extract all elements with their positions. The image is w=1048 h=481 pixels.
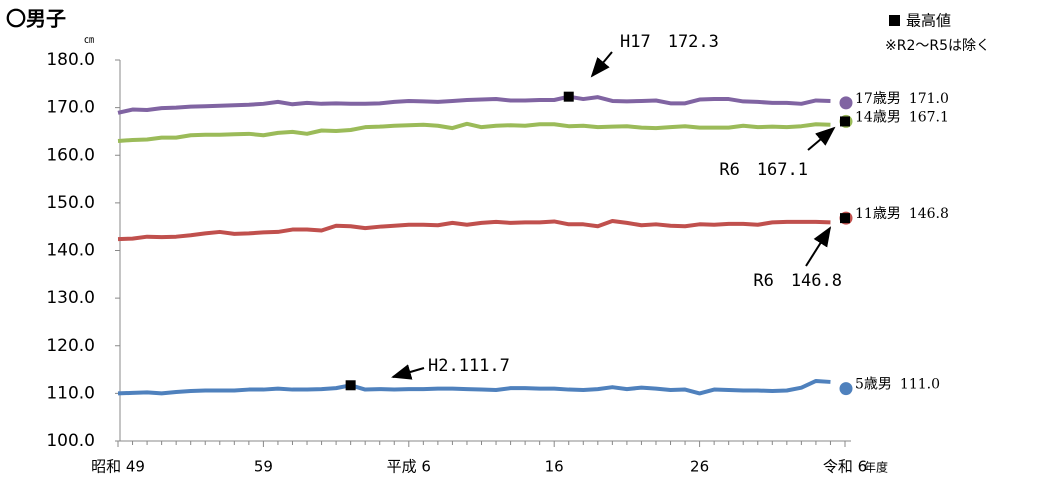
latest-value: 171.0 <box>909 91 949 107</box>
max-marker <box>563 91 574 102</box>
series-name: 14歳男 <box>855 109 901 125</box>
latest-dot <box>839 382 853 396</box>
max-arrow <box>807 126 836 151</box>
chart-title: 〇男子 <box>6 7 66 31</box>
legend-marker <box>889 15 900 26</box>
y-tick-label: 170.0 <box>46 98 95 118</box>
series-name: 11歳男 <box>855 206 901 222</box>
y-tick-label: 150.0 <box>46 193 95 213</box>
max-label: R6 146.8 <box>753 271 842 291</box>
max-marker <box>345 380 356 391</box>
latest-value: 111.0 <box>900 377 940 393</box>
latest-label: 17歳男 171.0 <box>855 91 949 107</box>
y-unit: ㎝ <box>84 35 94 46</box>
y-tick-label: 110.0 <box>46 383 95 403</box>
max-arrow <box>590 51 613 78</box>
x-tick-label: 昭和 49 <box>91 458 145 476</box>
series-name: 17歳男 <box>855 91 901 107</box>
y-tick-label: 140.0 <box>46 241 95 261</box>
series-line <box>117 218 831 242</box>
series-name: 5歳男 <box>855 377 892 393</box>
x-axis-label: 年度 <box>864 460 888 475</box>
latest-dot <box>839 96 853 110</box>
x-tick-label: 16 <box>545 458 564 476</box>
x-tick-label: 平成 6 <box>387 458 431 476</box>
max-label: R6 167.1 <box>719 160 808 180</box>
latest-label: 14歳男 167.1 <box>855 109 949 125</box>
note: ※R2～R5は除く <box>885 38 990 54</box>
max-label: H2.111.7 <box>428 356 510 376</box>
series-line <box>117 94 831 115</box>
y-tick-label: 160.0 <box>46 145 95 165</box>
y-tick-label: 100.0 <box>46 431 95 451</box>
series-line <box>117 378 831 396</box>
x-tick-label: 令和 6 <box>823 458 867 476</box>
max-arrow <box>391 364 425 380</box>
legend-label: 最高値 <box>906 12 951 30</box>
max-marker <box>840 116 850 127</box>
x-tick-label: 26 <box>690 458 709 476</box>
x-tick-label: 59 <box>254 458 273 476</box>
latest-value: 167.1 <box>909 109 949 125</box>
y-tick-label: 180.0 <box>46 50 95 70</box>
max-label: H17 172.3 <box>620 32 719 52</box>
latest-label: 11歳男 146.8 <box>855 206 949 222</box>
latest-value: 146.8 <box>909 206 949 222</box>
y-tick-label: 120.0 <box>46 336 95 356</box>
max-arrow <box>805 226 832 267</box>
latest-label: 5歳男 111.0 <box>855 377 940 393</box>
max-marker <box>840 213 850 224</box>
series-line <box>117 121 831 143</box>
y-tick-label: 130.0 <box>46 288 95 308</box>
